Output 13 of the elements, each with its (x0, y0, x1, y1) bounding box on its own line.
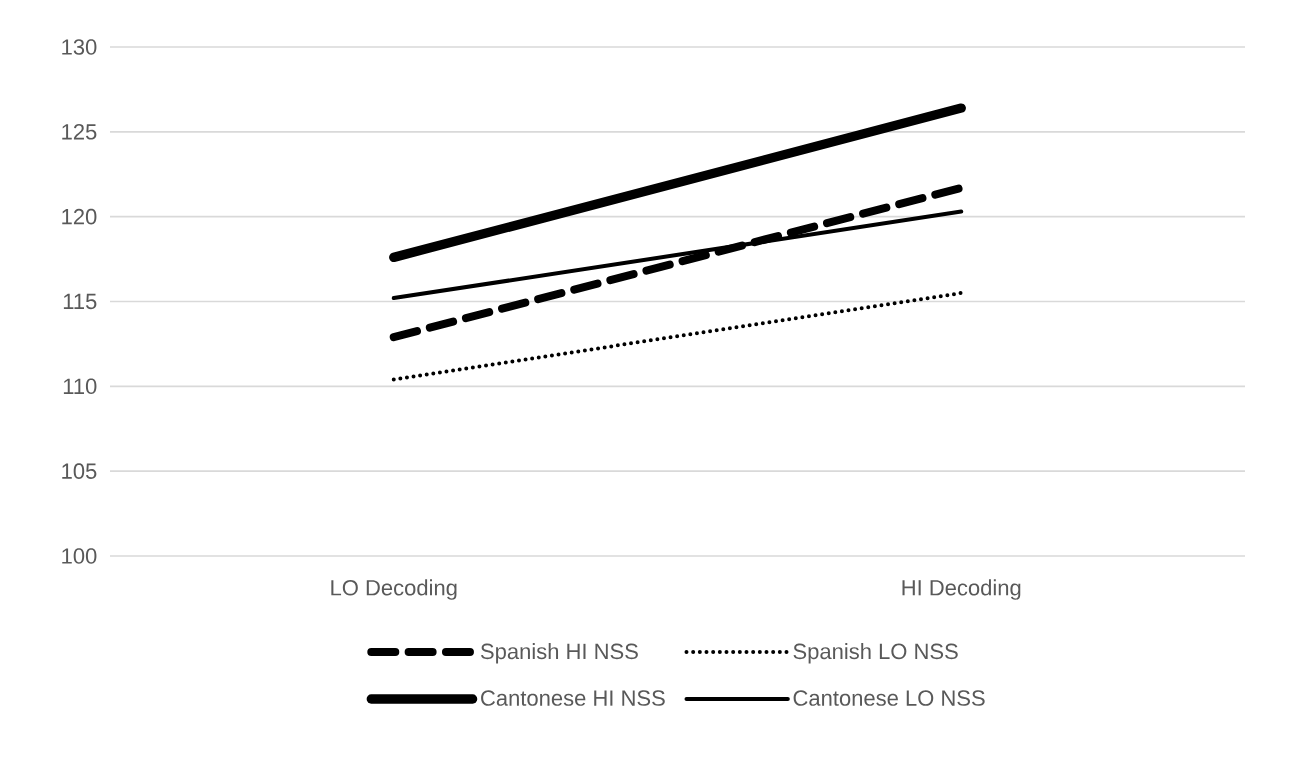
legend-label: Cantonese HI NSS (481, 690, 665, 706)
legend-label: Cantonese LO NSS (793, 690, 985, 706)
x-tick-label: LO Decoding (331, 579, 457, 600)
legend-label: Spanish HI NSS (480, 643, 638, 664)
x-tick-label: HI Decoding (902, 579, 1021, 600)
y-tick-label: 100 (62, 548, 97, 564)
y-tick-label: 125 (62, 124, 97, 140)
y-tick-label: 115 (63, 293, 97, 310)
y-tick-label: 120 (62, 208, 97, 225)
y-tick-label: 110 (63, 378, 97, 395)
y-tick-label: 105 (62, 463, 97, 479)
legend-label: Spanish LO NSS (793, 643, 958, 664)
y-tick-label: 130 (62, 39, 97, 55)
